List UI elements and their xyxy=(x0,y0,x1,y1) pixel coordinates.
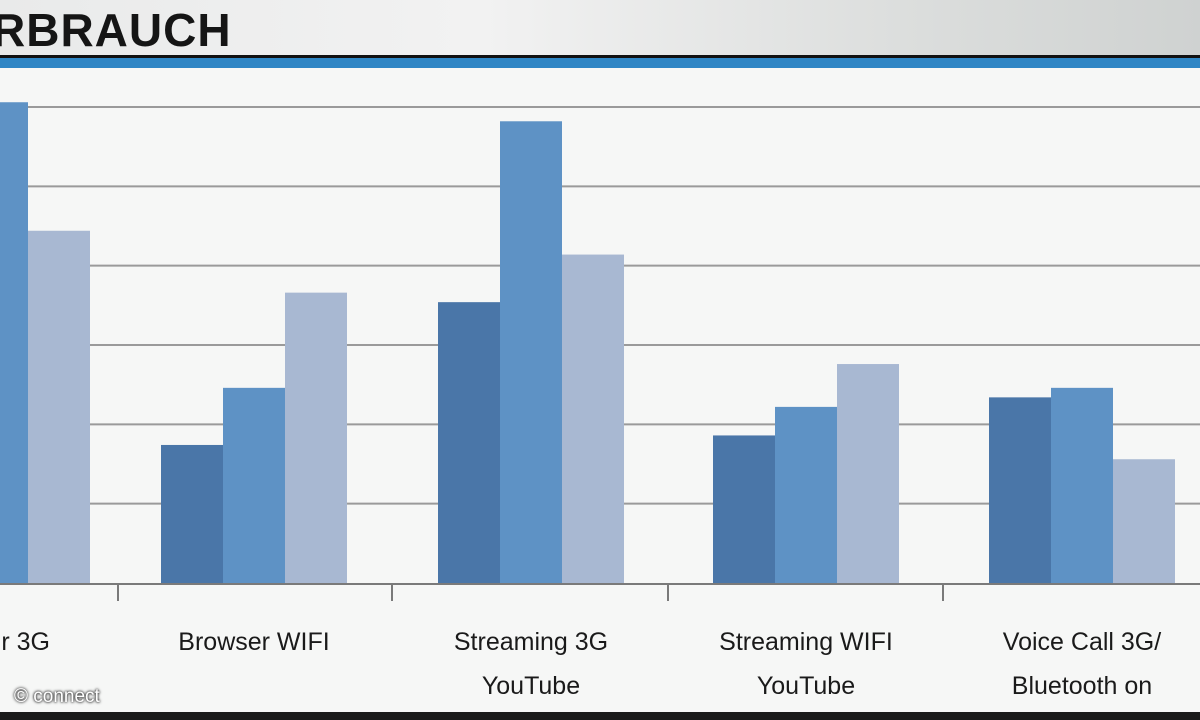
bar xyxy=(285,292,347,583)
bar xyxy=(837,364,899,583)
title-rule xyxy=(0,55,1200,58)
bar xyxy=(438,302,500,583)
x-tick-label: YouTube xyxy=(481,672,581,700)
bar xyxy=(989,397,1051,583)
bar xyxy=(562,254,624,583)
title-band xyxy=(0,0,1200,56)
accent-rule xyxy=(0,58,1200,68)
bar xyxy=(0,102,28,584)
x-tick-label: Streaming WIFI xyxy=(719,628,893,656)
x-tick-label: Streaming 3G xyxy=(453,628,609,656)
chart-title: RBRAUCH xyxy=(0,4,232,56)
bar-chart xyxy=(0,102,1200,601)
bar xyxy=(223,387,285,583)
bar xyxy=(1051,387,1113,583)
bottom-rule xyxy=(0,712,1200,720)
bar xyxy=(161,444,223,583)
x-tick-label: Browser WIFI xyxy=(178,628,330,656)
bar xyxy=(713,435,775,583)
plot-panel xyxy=(0,68,1200,712)
copyright-notice: © connect xyxy=(14,686,100,707)
bar xyxy=(500,121,562,583)
x-tick-label: YouTube xyxy=(756,672,856,700)
bar xyxy=(1113,459,1175,583)
x-tick-label: Voice Call 3G/ xyxy=(1002,628,1162,656)
x-tick-label: Bluetooth on xyxy=(1011,672,1153,700)
x-tick-label: r 3G xyxy=(1,628,50,656)
bar xyxy=(28,230,90,583)
bar xyxy=(775,406,837,583)
